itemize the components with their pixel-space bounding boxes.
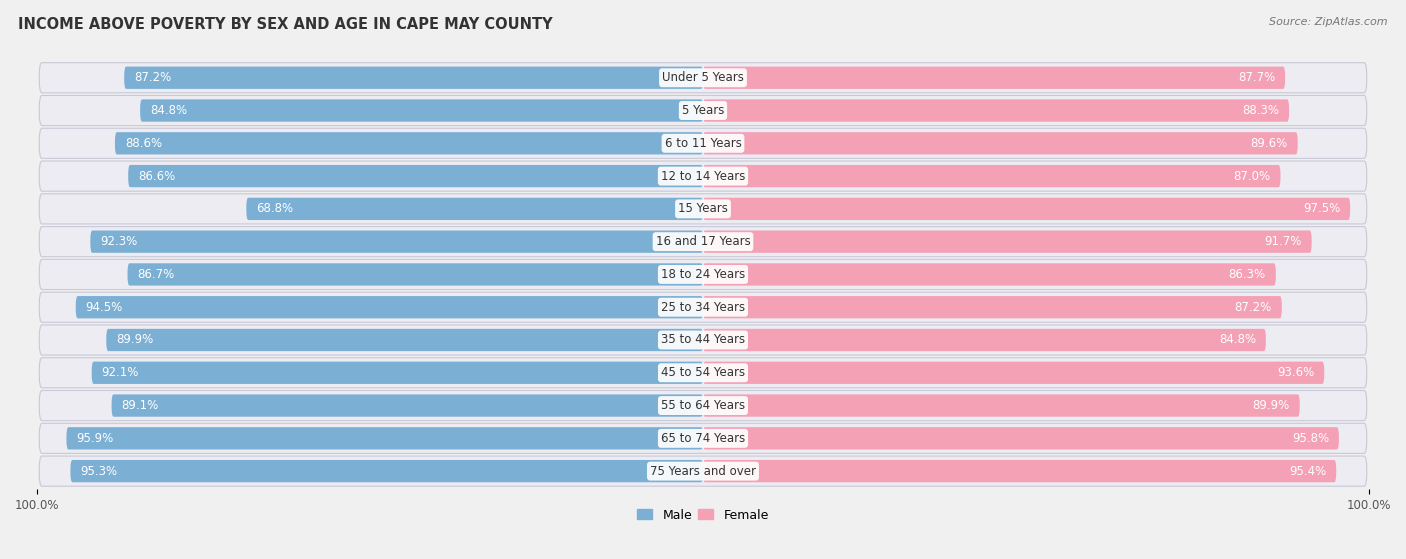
Text: 95.8%: 95.8% bbox=[1292, 432, 1329, 445]
FancyBboxPatch shape bbox=[111, 395, 703, 416]
FancyBboxPatch shape bbox=[39, 292, 1367, 323]
FancyBboxPatch shape bbox=[39, 161, 1367, 191]
Text: 87.7%: 87.7% bbox=[1237, 71, 1275, 84]
FancyBboxPatch shape bbox=[90, 230, 703, 253]
Text: 95.9%: 95.9% bbox=[76, 432, 114, 445]
Text: 95.3%: 95.3% bbox=[80, 465, 118, 477]
FancyBboxPatch shape bbox=[703, 460, 1336, 482]
FancyBboxPatch shape bbox=[39, 259, 1367, 290]
FancyBboxPatch shape bbox=[115, 132, 703, 154]
FancyBboxPatch shape bbox=[703, 427, 1339, 449]
FancyBboxPatch shape bbox=[703, 100, 1289, 122]
Text: 18 to 24 Years: 18 to 24 Years bbox=[661, 268, 745, 281]
Text: 88.6%: 88.6% bbox=[125, 137, 162, 150]
Text: 5 Years: 5 Years bbox=[682, 104, 724, 117]
Text: 95.4%: 95.4% bbox=[1289, 465, 1326, 477]
FancyBboxPatch shape bbox=[39, 128, 1367, 158]
Text: 92.3%: 92.3% bbox=[100, 235, 138, 248]
FancyBboxPatch shape bbox=[39, 325, 1367, 355]
Text: 45 to 54 Years: 45 to 54 Years bbox=[661, 366, 745, 379]
FancyBboxPatch shape bbox=[76, 296, 703, 319]
Text: 12 to 14 Years: 12 to 14 Years bbox=[661, 169, 745, 183]
Text: Source: ZipAtlas.com: Source: ZipAtlas.com bbox=[1270, 17, 1388, 27]
Text: 94.5%: 94.5% bbox=[86, 301, 122, 314]
FancyBboxPatch shape bbox=[703, 230, 1312, 253]
FancyBboxPatch shape bbox=[703, 263, 1275, 286]
FancyBboxPatch shape bbox=[141, 100, 703, 122]
Text: 88.3%: 88.3% bbox=[1241, 104, 1279, 117]
Text: 84.8%: 84.8% bbox=[1219, 334, 1256, 347]
Text: 97.5%: 97.5% bbox=[1303, 202, 1340, 215]
FancyBboxPatch shape bbox=[703, 67, 1285, 89]
Legend: Male, Female: Male, Female bbox=[637, 509, 769, 522]
FancyBboxPatch shape bbox=[39, 358, 1367, 388]
FancyBboxPatch shape bbox=[39, 96, 1367, 126]
Text: 86.7%: 86.7% bbox=[138, 268, 174, 281]
Text: 84.8%: 84.8% bbox=[150, 104, 187, 117]
Text: 87.2%: 87.2% bbox=[134, 71, 172, 84]
Text: 89.9%: 89.9% bbox=[1253, 399, 1289, 412]
FancyBboxPatch shape bbox=[39, 391, 1367, 420]
FancyBboxPatch shape bbox=[66, 427, 703, 449]
FancyBboxPatch shape bbox=[39, 63, 1367, 93]
FancyBboxPatch shape bbox=[39, 226, 1367, 257]
FancyBboxPatch shape bbox=[703, 395, 1299, 416]
Text: 6 to 11 Years: 6 to 11 Years bbox=[665, 137, 741, 150]
FancyBboxPatch shape bbox=[246, 198, 703, 220]
FancyBboxPatch shape bbox=[703, 165, 1281, 187]
Text: 15 Years: 15 Years bbox=[678, 202, 728, 215]
FancyBboxPatch shape bbox=[703, 198, 1350, 220]
FancyBboxPatch shape bbox=[107, 329, 703, 351]
Text: 89.6%: 89.6% bbox=[1250, 137, 1288, 150]
Text: INCOME ABOVE POVERTY BY SEX AND AGE IN CAPE MAY COUNTY: INCOME ABOVE POVERTY BY SEX AND AGE IN C… bbox=[18, 17, 553, 32]
Text: 75 Years and over: 75 Years and over bbox=[650, 465, 756, 477]
FancyBboxPatch shape bbox=[39, 456, 1367, 486]
FancyBboxPatch shape bbox=[124, 67, 703, 89]
Text: 92.1%: 92.1% bbox=[101, 366, 139, 379]
FancyBboxPatch shape bbox=[703, 362, 1324, 384]
Text: 55 to 64 Years: 55 to 64 Years bbox=[661, 399, 745, 412]
FancyBboxPatch shape bbox=[128, 263, 703, 286]
Text: 25 to 34 Years: 25 to 34 Years bbox=[661, 301, 745, 314]
FancyBboxPatch shape bbox=[70, 460, 703, 482]
FancyBboxPatch shape bbox=[703, 296, 1282, 319]
Text: 93.6%: 93.6% bbox=[1277, 366, 1315, 379]
Text: 16 and 17 Years: 16 and 17 Years bbox=[655, 235, 751, 248]
Text: 65 to 74 Years: 65 to 74 Years bbox=[661, 432, 745, 445]
Text: 86.3%: 86.3% bbox=[1229, 268, 1265, 281]
Text: Under 5 Years: Under 5 Years bbox=[662, 71, 744, 84]
Text: 89.1%: 89.1% bbox=[121, 399, 159, 412]
FancyBboxPatch shape bbox=[703, 132, 1298, 154]
FancyBboxPatch shape bbox=[703, 329, 1265, 351]
Text: 87.0%: 87.0% bbox=[1233, 169, 1271, 183]
FancyBboxPatch shape bbox=[91, 362, 703, 384]
Text: 87.2%: 87.2% bbox=[1234, 301, 1272, 314]
FancyBboxPatch shape bbox=[39, 423, 1367, 453]
Text: 91.7%: 91.7% bbox=[1264, 235, 1302, 248]
Text: 86.6%: 86.6% bbox=[138, 169, 176, 183]
FancyBboxPatch shape bbox=[128, 165, 703, 187]
Text: 68.8%: 68.8% bbox=[256, 202, 294, 215]
Text: 89.9%: 89.9% bbox=[117, 334, 153, 347]
Text: 35 to 44 Years: 35 to 44 Years bbox=[661, 334, 745, 347]
FancyBboxPatch shape bbox=[39, 194, 1367, 224]
